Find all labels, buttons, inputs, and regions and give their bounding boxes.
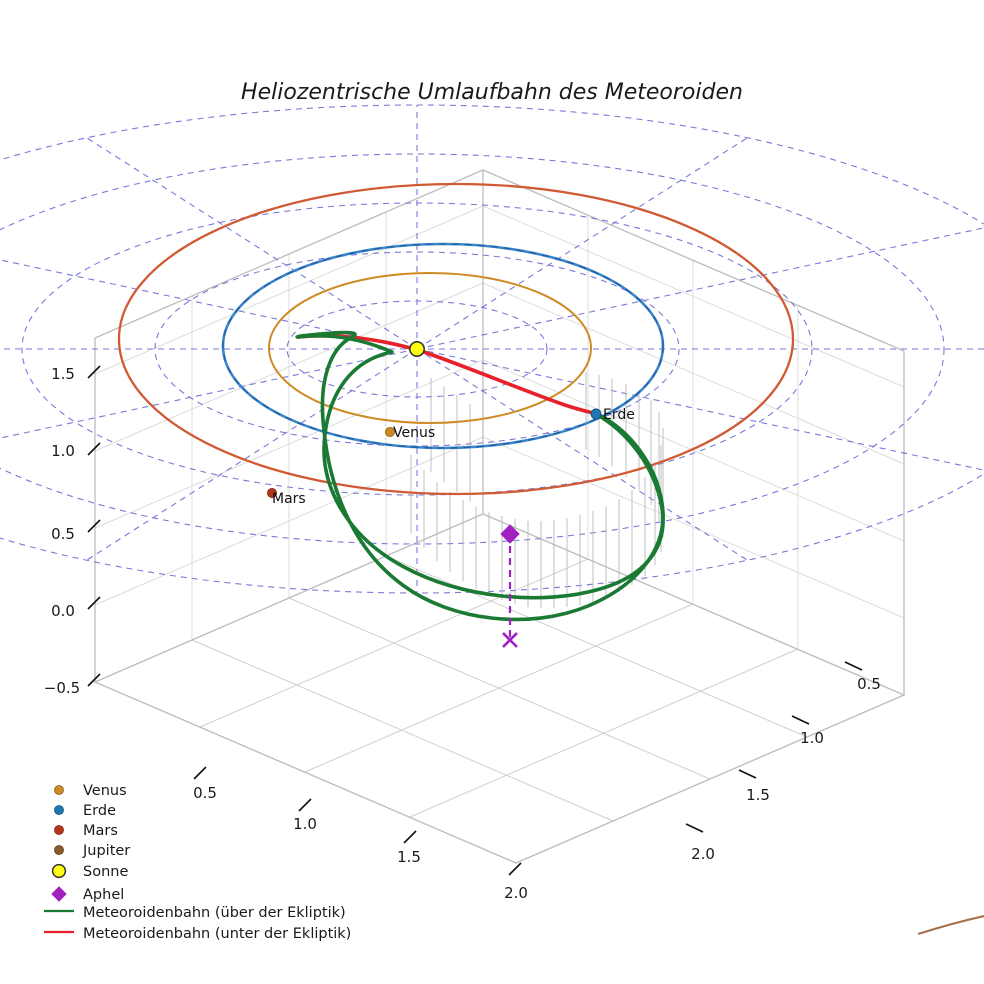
legend-marker-jupiter [54,845,64,855]
z-tick-label: 1.5 [51,365,75,383]
legend-label-aphel: Aphel [83,887,124,903]
legend-marker-aphel [51,886,67,902]
orbit-venus [268,272,592,424]
legend-label-meteoroid-above: Meteoroidenbahn (über der Ekliptik) [83,905,346,921]
z-tick-label: 0.5 [51,525,75,543]
orbit-mars [117,182,795,496]
x-tick-label: 1.5 [397,848,421,866]
body-point-labels: Venus Erde Mars [272,407,635,507]
legend-marker-sonne [51,863,67,879]
y-axis-tick-labels: 0.5 1.0 1.5 2.0 [691,675,881,863]
aphel-projection-x-icon [502,632,518,648]
y-tick-label: 1.5 [746,786,770,804]
z-tick-label: 1.0 [51,442,75,460]
legend-marker-venus [54,785,64,795]
legend-label-sonne: Sonne [83,864,128,880]
y-tick-label: 0.5 [857,675,881,693]
meteoroid-orbit-above-ecliptic [295,330,665,622]
legend-label-erde: Erde [83,803,116,819]
legend-label-jupiter: Jupiter [82,843,130,859]
meteoroid-orbit-below-ecliptic [296,334,599,416]
celestial-body-markers [266,340,602,498]
axis-tick-marks [87,365,863,876]
y-tick-label: 2.0 [691,845,715,863]
y-tick-label: 1.0 [800,729,824,747]
z-tick-label: 0.0 [51,602,75,620]
right-pane-gridlines [482,205,905,696]
erde-label: Erde [603,407,635,423]
ecliptic-plane-grid [0,104,984,594]
legend-label-venus: Venus [83,783,127,799]
x-tick-label: 1.0 [293,815,317,833]
legend-marker-erde [54,805,64,815]
sonne-marker [408,340,425,357]
venus-marker [384,426,395,437]
orbit-jupiter [917,914,984,936]
orbit-erde [221,242,665,450]
axes-panes [93,169,906,864]
venus-label: Venus [393,425,435,441]
legend-marker-mars [54,825,64,835]
z-tick-label: −0.5 [44,679,80,697]
legend: Venus Erde Mars Jupiter Sonne Aphel Mete… [44,783,351,942]
z-axis-tick-labels: 1.5 1.0 0.5 0.0 −0.5 [44,365,80,697]
meteoroid-orbit-above-ecliptic-main [296,333,665,600]
erde-marker [590,408,602,420]
legend-label-mars: Mars [83,823,118,839]
aphel-diamond-icon [500,524,520,544]
mars-marker [266,487,277,498]
x-tick-label: 2.0 [504,884,528,902]
x-tick-label: 0.5 [193,784,217,802]
axes-box-edges [93,169,906,864]
page-title: Heliozentrische Umlaufbahn des Meteoroid… [241,80,743,105]
aphel-marker-group [500,524,520,648]
mars-label: Mars [272,491,306,507]
legend-label-meteoroid-below: Meteoroidenbahn (unter der Ekliptik) [83,926,351,942]
x-axis-tick-labels: 0.5 1.0 1.5 2.0 [193,784,528,902]
